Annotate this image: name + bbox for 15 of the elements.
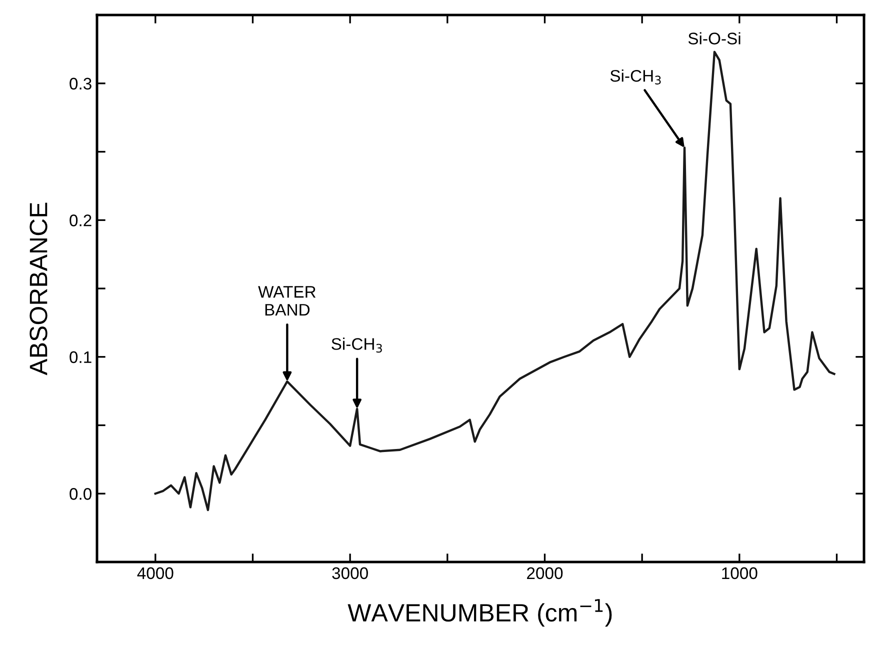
y-tick-label: 0.0 (70, 488, 92, 500)
line-series (154, 50, 836, 512)
y-tick-label: 0.1 (70, 351, 92, 364)
x-tick-label: 1000 (722, 567, 758, 580)
y-tick-label: 0.2 (70, 214, 92, 226)
x-tick-label: 2000 (527, 567, 563, 580)
y-axis-title: ABSORBANCE (30, 202, 48, 376)
annotation: Si-CH$_{3}$ (610, 70, 661, 84)
x-tick-label: 3000 (332, 567, 368, 580)
annotation: Si-O-Si (688, 32, 740, 44)
x-axis-title: WAVENUMBER (cm$^{−1}$) (348, 599, 612, 627)
x-tick-label: 4000 (137, 567, 174, 580)
annotation: WATER BAND (258, 286, 316, 316)
annotation: Si-CH$_{3}$ (332, 338, 382, 353)
y-tick-label: 0.3 (70, 78, 92, 90)
